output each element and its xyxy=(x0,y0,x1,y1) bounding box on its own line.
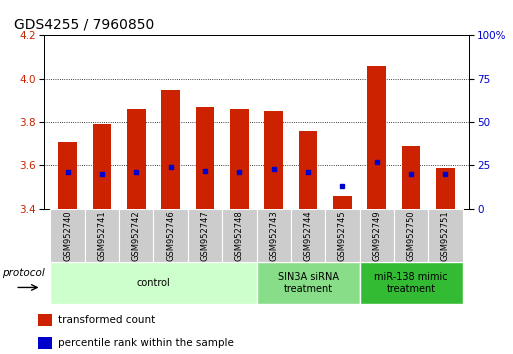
Text: GSM952740: GSM952740 xyxy=(63,210,72,261)
Bar xyxy=(92,124,111,209)
Bar xyxy=(38,337,52,349)
Bar xyxy=(325,209,360,262)
Bar xyxy=(127,109,146,209)
Bar xyxy=(50,262,256,304)
Bar xyxy=(153,209,188,262)
Bar xyxy=(38,314,52,326)
Text: protocol: protocol xyxy=(2,268,45,278)
Text: GSM952742: GSM952742 xyxy=(132,210,141,261)
Text: GSM952748: GSM952748 xyxy=(235,210,244,261)
Text: control: control xyxy=(136,278,170,288)
Text: GSM952749: GSM952749 xyxy=(372,210,381,261)
Text: GSM952745: GSM952745 xyxy=(338,210,347,261)
Text: GSM952751: GSM952751 xyxy=(441,210,450,261)
Text: GSM952743: GSM952743 xyxy=(269,210,278,261)
Bar xyxy=(256,209,291,262)
Text: miR-138 mimic
treatment: miR-138 mimic treatment xyxy=(374,272,448,294)
Text: GSM952746: GSM952746 xyxy=(166,210,175,261)
Bar xyxy=(222,209,256,262)
Text: GDS4255 / 7960850: GDS4255 / 7960850 xyxy=(14,17,154,32)
Bar xyxy=(256,262,360,304)
Bar xyxy=(428,209,463,262)
Bar xyxy=(394,209,428,262)
Bar xyxy=(264,111,283,209)
Text: GSM952750: GSM952750 xyxy=(406,210,416,261)
Bar xyxy=(402,146,421,209)
Bar xyxy=(161,90,180,209)
Bar xyxy=(299,131,318,209)
Bar xyxy=(119,209,153,262)
Bar xyxy=(85,209,119,262)
Text: SIN3A siRNA
treatment: SIN3A siRNA treatment xyxy=(278,272,339,294)
Bar xyxy=(436,168,455,209)
Bar xyxy=(58,142,77,209)
Bar xyxy=(291,209,325,262)
Bar xyxy=(367,66,386,209)
Text: GSM952747: GSM952747 xyxy=(201,210,209,261)
Bar xyxy=(360,209,394,262)
Bar xyxy=(188,209,222,262)
Text: GSM952741: GSM952741 xyxy=(97,210,107,261)
Bar xyxy=(50,209,85,262)
Text: transformed count: transformed count xyxy=(58,315,155,325)
Bar xyxy=(230,109,249,209)
Bar xyxy=(333,196,352,209)
Text: percentile rank within the sample: percentile rank within the sample xyxy=(58,338,234,348)
Bar xyxy=(360,262,463,304)
Bar xyxy=(195,107,214,209)
Text: GSM952744: GSM952744 xyxy=(304,210,312,261)
